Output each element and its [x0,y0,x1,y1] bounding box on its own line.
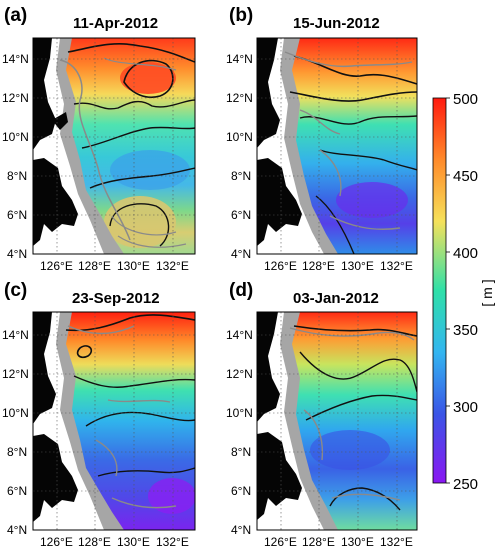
lon-label: 128°E [302,535,335,549]
lon-label: 126°E [40,259,73,273]
lat-label: 4°N [7,247,27,261]
land-b2 [257,158,302,246]
panel-b-label: (b) [229,5,253,26]
lat-labels-a: 14°N 12°N 10°N 8°N 6°N 4°N [2,52,29,261]
lon-label: 130°E [341,259,374,273]
colorbar-tick: 250 [453,476,478,493]
grid-d [257,312,417,530]
land-a2 [33,158,78,246]
lat-labels-d: 14°N 12°N 10°N 8°N 6°N 4°N [226,328,253,537]
lon-label: 132°E [156,259,189,273]
lon-label: 126°E [264,259,297,273]
lon-labels-b: 126°E 128°E 130°E 132°E [264,259,413,273]
lat-label: 8°N [231,169,251,183]
panel-a: (a) 11-Apr-2012 14°N 12°N 10°N 8°N 6°N 4… [2,5,196,273]
map-d [257,312,417,530]
lon-label: 126°E [264,535,297,549]
lat-label: 14°N [2,328,29,342]
land-c2 [33,434,78,522]
lon-label: 130°E [117,259,150,273]
lat-labels-b: 14°N 12°N 10°N 8°N 6°N 4°N [226,52,253,261]
land-a1 [33,38,56,150]
lat-label: 4°N [231,247,251,261]
lat-label: 12°N [226,367,253,381]
lat-label: 14°N [2,52,29,66]
lon-label: 128°E [302,259,335,273]
lat-label: 10°N [226,130,253,144]
lat-label: 6°N [231,484,251,498]
panel-d: (d) 03-Jan-2012 14°N 12°N 10°N 8°N 6°N 4… [226,280,418,549]
lat-label: 10°N [2,406,29,420]
grid-c [33,312,195,530]
lat-label: 12°N [2,367,29,381]
colorbar: 500 450 400 350 300 250 [ m ] [432,91,495,493]
lat-label: 10°N [2,130,29,144]
colorbar-tick: 500 [453,91,478,108]
lon-labels-d: 126°E 128°E 130°E 132°E [264,535,413,549]
lat-label: 14°N [226,328,253,342]
lat-label: 10°N [226,406,253,420]
lon-label: 130°E [117,535,150,549]
lat-label: 4°N [231,523,251,537]
land-b1 [257,38,280,148]
map-c [33,312,195,530]
lat-label: 6°N [7,484,27,498]
panel-a-title: 11-Apr-2012 [73,15,158,32]
colorbar-tick: 450 [453,168,478,185]
lon-label: 132°E [380,259,413,273]
lat-label: 6°N [231,208,251,222]
land-c1 [33,312,56,424]
map-a [33,38,195,254]
lat-labels-c: 14°N 12°N 10°N 8°N 6°N 4°N [2,328,29,537]
colorbar-tick: 350 [453,322,478,339]
lon-label: 128°E [78,535,111,549]
colorbar-tick: 300 [453,399,478,416]
lon-label: 132°E [380,535,413,549]
lon-label: 126°E [40,535,73,549]
colorbar-tick: 400 [453,245,478,262]
colorbar-ramp [432,97,447,484]
grid-b [257,38,417,254]
lon-labels-a: 126°E 128°E 130°E 132°E [40,259,189,273]
map-b [257,38,417,254]
panel-b-title: 15-Jun-2012 [293,15,380,32]
panel-c-label: (c) [4,280,27,301]
panel-c: (c) 23-Sep-2012 14°N 12°N 10°N 8°N 6°N 4… [2,280,196,549]
panel-d-title: 03-Jan-2012 [293,290,379,307]
lat-label: 12°N [226,91,253,105]
lat-label: 6°N [7,208,27,222]
lat-label: 8°N [7,445,27,459]
lat-label: 8°N [231,445,251,459]
colorbar-unit: [ m ] [479,279,495,306]
lat-label: 14°N [226,52,253,66]
lon-label: 132°E [156,535,189,549]
lon-label: 128°E [78,259,111,273]
panel-a-label: (a) [4,5,27,26]
land-d2 [257,432,302,520]
panel-d-label: (d) [229,280,253,301]
land-d1 [257,312,280,422]
lon-labels-c: 126°E 128°E 130°E 132°E [40,535,189,549]
lat-label: 12°N [2,91,29,105]
lat-label: 8°N [7,169,27,183]
grid-a [33,38,195,254]
panel-c-title: 23-Sep-2012 [72,290,160,307]
lon-label: 130°E [341,535,374,549]
lat-label: 4°N [7,523,27,537]
panel-b: (b) 15-Jun-2012 14°N 12°N 10°N 8°N 6°N 4… [226,5,418,273]
